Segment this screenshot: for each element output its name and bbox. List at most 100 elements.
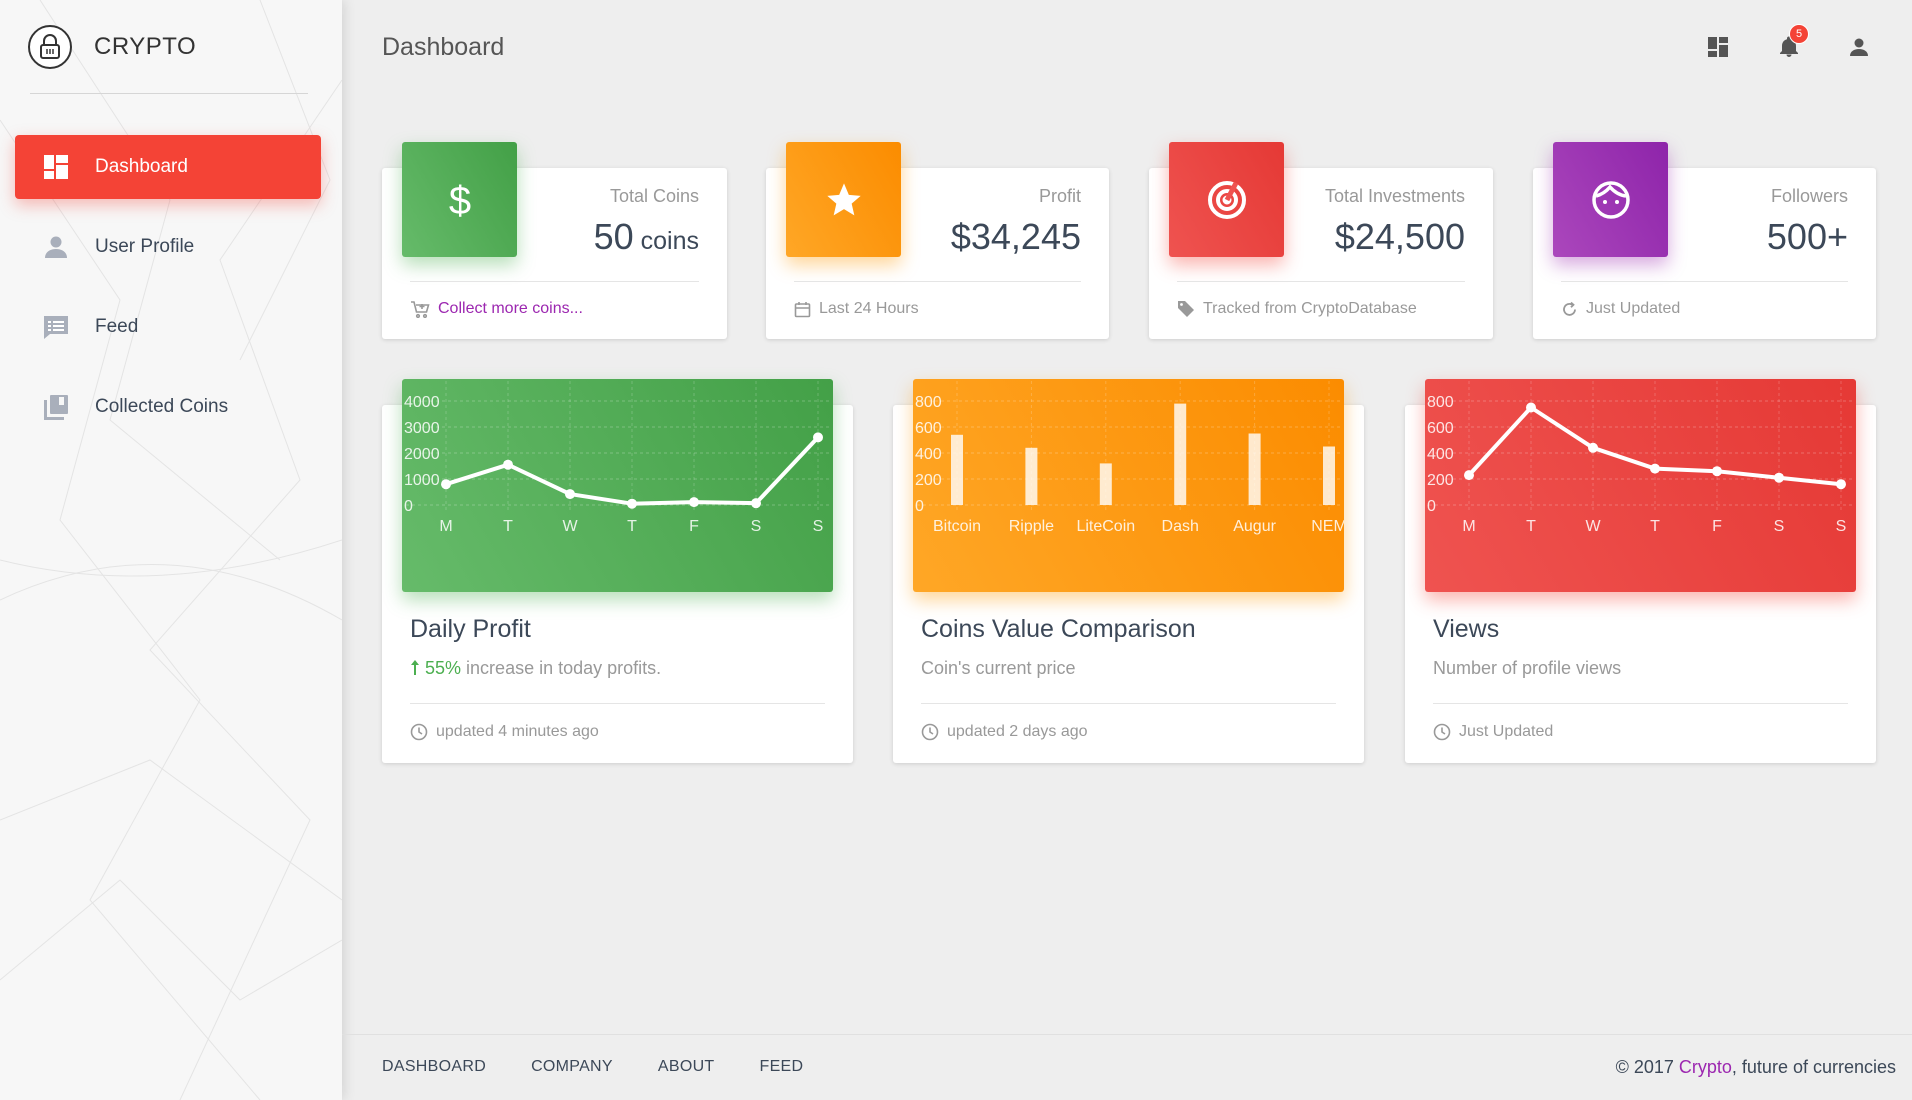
x-tick-label: M <box>439 518 452 535</box>
stat-card-total-investments: Total Investments $24,500 Tracked from C… <box>1149 142 1493 339</box>
chart-card-coins-value: 0 200 400 600 800 Bitcoin Ripple LiteCoin Dash Au… <box>893 379 1364 763</box>
person-icon <box>41 232 71 262</box>
data-point <box>1712 466 1722 477</box>
clock-icon <box>1433 723 1451 741</box>
stat-card-followers: Followers 500+ Just Updated <box>1533 142 1876 339</box>
brand-logo[interactable]: CRYPTO <box>28 24 196 70</box>
footer-link-dashboard[interactable]: DASHBOARD <box>382 1058 487 1075</box>
stat-footer-text: Tracked from CryptoDatabase <box>1203 300 1417 317</box>
x-tick-label: S <box>1836 518 1847 535</box>
bar <box>1323 446 1335 505</box>
stat-divider <box>410 281 699 282</box>
x-tick-label: W <box>1585 518 1601 535</box>
stat-card-profit: Profit $34,245 Last 24 Hours <box>766 142 1109 339</box>
x-tick-label: W <box>562 518 578 535</box>
sidebar-item-user-profile[interactable]: User Profile <box>15 215 321 279</box>
coins-value-chart-svg: 0 200 400 600 800 Bitcoin Ripple LiteCoin Dash Au… <box>915 381 1344 535</box>
chart-subtitle-text: increase in today profits. <box>461 658 662 678</box>
data-point <box>751 498 761 509</box>
x-tick-label: NEM <box>1311 518 1344 535</box>
calendar-icon <box>794 301 811 318</box>
y-tick-label: 800 <box>915 394 942 411</box>
x-tick-label: S <box>813 518 824 535</box>
bar <box>1248 433 1261 505</box>
arrow-up-icon <box>410 658 425 678</box>
dashboard-icon <box>41 152 71 182</box>
stat-value: 500+ <box>1766 216 1848 257</box>
y-tick-label: 200 <box>915 472 942 489</box>
x-tick-label: F <box>1712 518 1722 535</box>
sidebar-item-label: User Profile <box>95 236 195 257</box>
chart-subtitle: 55% increase in today profits. <box>410 658 661 679</box>
stat-divider <box>1561 281 1848 282</box>
x-tick-label: LiteCoin <box>1076 518 1135 535</box>
sidebar: CRYPTO Dashboard User Profile <box>0 0 342 1100</box>
x-tick-label: F <box>689 518 699 535</box>
footer-divider <box>342 1034 1912 1035</box>
data-point <box>689 497 699 508</box>
footer-link-feed[interactable]: FEED <box>759 1058 804 1075</box>
stat-category: Profit <box>1038 186 1081 206</box>
footer-nav: DASHBOARD COMPANY ABOUT FEED <box>382 1058 848 1076</box>
sidebar-item-dashboard[interactable]: Dashboard <box>15 135 321 199</box>
stat-footer: Last 24 Hours <box>794 300 919 318</box>
stat-footer-text: Just Updated <box>1586 300 1681 317</box>
copyright-brand-link[interactable]: Crypto <box>1678 1057 1732 1077</box>
clock-icon <box>921 723 939 741</box>
feed-icon <box>41 312 71 342</box>
views-chart: 0 200 400 600 800 M T W T F S S <box>1425 379 1856 592</box>
footer-link-about[interactable]: ABOUT <box>657 1058 715 1075</box>
bar <box>1025 447 1038 505</box>
x-tick-label: Augur <box>1233 518 1276 535</box>
y-tick-label: 1000 <box>404 472 440 489</box>
data-point <box>441 479 451 490</box>
stat-footer[interactable]: Collect more coins... <box>410 300 583 318</box>
chart-card-views: 0 200 400 600 800 M T W T F S S Views Number of pro… <box>1405 379 1876 763</box>
chart-card-daily-profit: 0 1000 2000 3000 4000 M T W T F S S Daily Profit 55… <box>382 379 853 763</box>
x-tick-label: Ripple <box>1009 518 1054 535</box>
copyright: © 2017 Crypto, future of currencies <box>1615 1057 1896 1077</box>
y-tick-label: 800 <box>1427 394 1454 411</box>
collect-more-link[interactable]: Collect more coins... <box>438 300 583 317</box>
chart-divider <box>1433 703 1848 704</box>
sidebar-item-collected-coins[interactable]: Collected Coins <box>15 375 321 439</box>
stat-category: Followers <box>1770 186 1848 206</box>
data-point <box>1588 442 1598 453</box>
y-tick-label: 4000 <box>404 394 440 411</box>
y-tick-label: 600 <box>915 420 942 437</box>
dollar-icon: $ <box>402 142 517 257</box>
chart-subtitle: Number of profile views <box>1433 658 1622 678</box>
y-tick-label: 400 <box>1427 446 1454 463</box>
stat-value: $24,500 <box>1334 216 1465 257</box>
y-tick-label: 0 <box>1427 498 1436 515</box>
svg-text:$: $ <box>448 179 470 223</box>
stat-footer-text: Last 24 Hours <box>819 300 919 317</box>
dashboard-view-icon[interactable] <box>1705 34 1731 60</box>
data-point <box>627 498 637 509</box>
sidebar-divider <box>30 93 308 94</box>
data-point <box>1464 470 1474 481</box>
y-tick-label: 200 <box>1427 472 1454 489</box>
data-point <box>565 489 575 500</box>
library-icon <box>41 392 71 422</box>
y-tick-label: 3000 <box>404 420 440 437</box>
y-tick-label: 600 <box>1427 420 1454 437</box>
x-tick-label: Dash <box>1162 518 1199 535</box>
stat-category: Total Investments <box>1324 186 1465 206</box>
y-tick-label: 0 <box>404 498 413 515</box>
chart-footer: updated 2 days ago <box>921 723 1088 741</box>
x-tick-label: Bitcoin <box>933 518 981 535</box>
profit-increase-value: 55% <box>425 658 462 678</box>
x-tick-label: S <box>1774 518 1785 535</box>
daily-profit-chart-svg: 0 1000 2000 3000 4000 M T W T F S S <box>404 381 830 535</box>
bar <box>951 434 963 505</box>
brand-name: CRYPTO <box>94 33 197 60</box>
chart-footer: Just Updated <box>1433 723 1553 741</box>
stat-value: $34,245 <box>950 216 1081 257</box>
sidebar-background-pattern <box>0 0 342 1100</box>
stat-divider <box>794 281 1081 282</box>
sidebar-item-feed[interactable]: Feed <box>15 295 321 359</box>
footer-link-company[interactable]: COMPANY <box>531 1058 613 1075</box>
account-icon[interactable] <box>1846 34 1872 60</box>
notification-badge: 5 <box>1789 24 1809 44</box>
